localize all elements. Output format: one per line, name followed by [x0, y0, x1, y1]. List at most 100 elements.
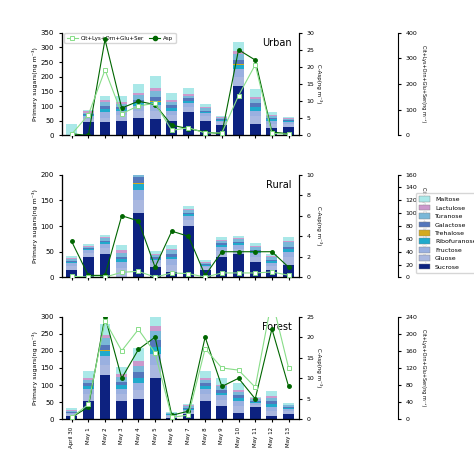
- Bar: [83, 115, 94, 116]
- Bar: [183, 103, 194, 107]
- Bar: [200, 262, 210, 264]
- Y-axis label: C-Asp(ng m⁻³): C-Asp(ng m⁻³): [316, 206, 322, 246]
- Bar: [133, 177, 144, 183]
- Bar: [116, 104, 127, 107]
- Bar: [100, 254, 110, 277]
- Bar: [83, 389, 94, 394]
- Bar: [217, 406, 227, 419]
- Bar: [266, 119, 277, 121]
- Text: Forest: Forest: [262, 322, 292, 332]
- Bar: [283, 247, 294, 249]
- Bar: [200, 394, 210, 401]
- Bar: [217, 393, 227, 395]
- Bar: [183, 410, 194, 411]
- Bar: [83, 248, 94, 249]
- Bar: [183, 408, 194, 409]
- Bar: [133, 93, 144, 95]
- Bar: [150, 309, 161, 326]
- Bar: [183, 414, 194, 419]
- Y-axis label: Cit+Lys+Orn+Glu+Ser(ng m⁻³): Cit+Lys+Orn+Glu+Ser(ng m⁻³): [421, 329, 426, 407]
- Bar: [133, 362, 144, 365]
- Bar: [233, 398, 244, 401]
- Bar: [116, 250, 127, 253]
- Y-axis label: C-Asp(ng m⁻³): C-Asp(ng m⁻³): [317, 348, 322, 388]
- Bar: [217, 399, 227, 406]
- Bar: [83, 371, 94, 378]
- Bar: [133, 377, 144, 378]
- Bar: [83, 110, 94, 111]
- Bar: [66, 261, 77, 262]
- Bar: [150, 254, 161, 255]
- Bar: [116, 107, 127, 109]
- Bar: [116, 374, 127, 377]
- Bar: [116, 111, 127, 115]
- Bar: [200, 264, 210, 265]
- Bar: [233, 54, 244, 60]
- Bar: [283, 119, 294, 121]
- Bar: [116, 382, 127, 385]
- Bar: [217, 122, 227, 125]
- Bar: [217, 119, 227, 120]
- Bar: [233, 401, 244, 406]
- Bar: [133, 213, 144, 277]
- Bar: [150, 260, 161, 263]
- Bar: [217, 244, 227, 245]
- Bar: [100, 248, 110, 254]
- Bar: [133, 200, 144, 213]
- Bar: [133, 378, 144, 384]
- Bar: [283, 414, 294, 419]
- Bar: [283, 407, 294, 408]
- Bar: [200, 107, 210, 108]
- Bar: [150, 340, 161, 347]
- Bar: [250, 404, 261, 407]
- Bar: [150, 263, 161, 267]
- Bar: [133, 157, 144, 165]
- Y-axis label: Cit+Lys+Orn+Glu+Ser(ng m⁻³): Cit+Lys+Orn+Glu+Ser(ng m⁻³): [421, 187, 426, 265]
- Bar: [116, 389, 127, 394]
- Bar: [233, 240, 244, 242]
- Bar: [166, 418, 177, 419]
- Bar: [133, 103, 144, 106]
- Bar: [233, 242, 244, 244]
- Bar: [150, 88, 161, 91]
- Bar: [183, 212, 194, 214]
- Bar: [116, 115, 127, 121]
- Bar: [217, 237, 227, 240]
- Bar: [266, 124, 277, 128]
- Bar: [116, 102, 127, 104]
- Bar: [100, 375, 110, 419]
- Bar: [217, 386, 227, 390]
- Bar: [183, 88, 194, 94]
- Bar: [266, 261, 277, 263]
- Bar: [150, 96, 161, 101]
- Bar: [217, 247, 227, 251]
- Bar: [116, 268, 127, 277]
- Bar: [133, 399, 144, 419]
- Bar: [250, 397, 261, 398]
- Bar: [250, 107, 261, 110]
- Bar: [66, 124, 77, 136]
- Bar: [66, 262, 77, 263]
- Bar: [66, 413, 77, 414]
- Bar: [150, 259, 161, 260]
- Bar: [150, 105, 161, 110]
- Bar: [266, 270, 277, 277]
- Bar: [200, 371, 210, 378]
- Bar: [100, 338, 110, 345]
- Bar: [250, 402, 261, 403]
- Bar: [133, 372, 144, 377]
- Bar: [166, 250, 177, 254]
- Bar: [83, 257, 94, 277]
- Bar: [200, 260, 210, 262]
- Bar: [166, 245, 177, 249]
- Bar: [233, 249, 244, 254]
- Bar: [100, 364, 110, 375]
- Bar: [266, 391, 277, 396]
- Bar: [283, 121, 294, 122]
- Bar: [83, 113, 94, 114]
- Bar: [183, 404, 194, 405]
- Bar: [233, 65, 244, 69]
- Bar: [183, 94, 194, 96]
- Bar: [200, 104, 210, 107]
- Bar: [183, 210, 194, 212]
